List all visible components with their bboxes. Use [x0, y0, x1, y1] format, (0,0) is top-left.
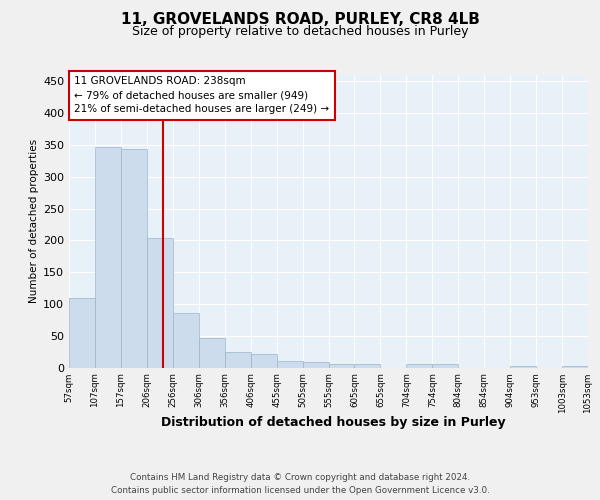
Bar: [95, 147, 121, 368]
Bar: [173, 314, 199, 368]
Bar: [433, 364, 458, 368]
Y-axis label: Number of detached properties: Number of detached properties: [29, 139, 39, 304]
Bar: [251, 354, 277, 368]
Bar: [199, 338, 224, 368]
Bar: [510, 366, 536, 368]
Bar: [121, 150, 147, 368]
Bar: [277, 361, 302, 368]
Bar: [69, 298, 95, 368]
Text: Distribution of detached houses by size in Purley: Distribution of detached houses by size …: [161, 416, 505, 429]
Text: 11 GROVELANDS ROAD: 238sqm
← 79% of detached houses are smaller (949)
21% of sem: 11 GROVELANDS ROAD: 238sqm ← 79% of deta…: [74, 76, 329, 114]
Text: Contains HM Land Registry data © Crown copyright and database right 2024.
Contai: Contains HM Land Registry data © Crown c…: [110, 474, 490, 495]
Bar: [302, 362, 329, 368]
Text: 11, GROVELANDS ROAD, PURLEY, CR8 4LB: 11, GROVELANDS ROAD, PURLEY, CR8 4LB: [121, 12, 479, 28]
Bar: [329, 364, 355, 368]
Bar: [406, 364, 432, 368]
Bar: [147, 238, 173, 368]
Bar: [355, 364, 380, 368]
Bar: [562, 366, 588, 368]
Text: Size of property relative to detached houses in Purley: Size of property relative to detached ho…: [132, 25, 468, 38]
Bar: [225, 352, 251, 368]
